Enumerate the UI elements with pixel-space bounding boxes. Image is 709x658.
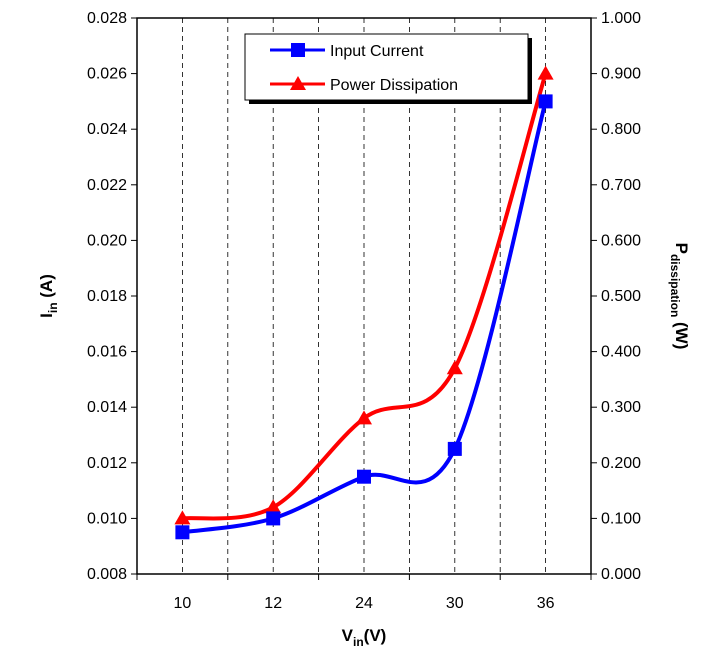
data-point-input-current	[447, 441, 462, 456]
data-point-power-dissipation	[356, 410, 372, 425]
legend-label-power-dissipation: Power Dissipation	[330, 77, 458, 94]
right-tick-label: 0.900	[601, 66, 641, 83]
series-group	[174, 65, 554, 540]
right-axis-title: Pdissipation (W)	[668, 243, 691, 350]
right-tick-label: 0.500	[601, 288, 641, 305]
x-tick-label: 30	[446, 595, 464, 612]
data-point-power-dissipation	[446, 360, 463, 375]
legend-marker-square	[291, 43, 305, 57]
left-tick-label: 0.014	[87, 399, 127, 416]
right-tick-label: 0.200	[601, 455, 641, 472]
left-tick-label: 0.020	[87, 232, 127, 249]
x-tick-label: 10	[174, 595, 192, 612]
data-point-power-dissipation	[174, 510, 191, 525]
right-tick-label: 0.700	[601, 177, 641, 194]
plot-area-border	[136, 17, 592, 575]
legend: Input Current Power Dissipation	[244, 33, 532, 104]
right-tick-label: 0.300	[601, 399, 641, 416]
right-tick-label: 0.100	[601, 510, 641, 527]
right-tick-label: 0.600	[601, 232, 641, 249]
left-tick-label: 0.026	[87, 66, 127, 83]
left-axis-ticks: 0.008 0.010 0.012 0.014 0.016 0.018 0.020 0.022…	[87, 10, 137, 583]
data-point-input-current	[266, 511, 281, 526]
left-tick-label: 0.024	[87, 121, 127, 138]
data-point-power-dissipation	[265, 499, 282, 514]
x-tick-label: 36	[537, 595, 555, 612]
series-line-power-dissipation	[182, 73, 548, 521]
right-tick-label: 0.400	[601, 344, 641, 361]
x-tick-label: 12	[264, 595, 282, 612]
left-tick-label: 0.028	[87, 10, 127, 27]
x-tick-label: 24	[355, 595, 373, 612]
left-tick-label: 0.016	[87, 344, 127, 361]
data-point-input-current	[357, 469, 371, 484]
data-point-input-current	[175, 525, 190, 540]
x-axis-ticks: 10 12 24 30 36	[136, 574, 592, 612]
right-tick-label: 0.800	[601, 121, 641, 138]
right-axis-ticks: 0.000 0.100 0.200 0.300 0.400 0.500 0.600 0.700…	[591, 10, 641, 583]
data-point-input-current	[538, 94, 553, 109]
left-tick-label: 0.008	[87, 566, 127, 583]
left-tick-label: 0.022	[87, 177, 127, 194]
right-tick-label: 1.000	[601, 10, 641, 27]
left-tick-label: 0.012	[87, 455, 127, 472]
legend-marker-triangle	[290, 76, 306, 90]
right-tick-label: 0.000	[601, 566, 641, 583]
data-point-power-dissipation	[537, 65, 554, 80]
series-line-input-current	[182, 100, 548, 535]
left-axis-title: Iin (A)	[37, 274, 60, 318]
legend-label-input-current: Input Current	[330, 43, 424, 60]
left-tick-label: 0.010	[87, 510, 127, 527]
x-axis-title: Vin(V)	[342, 626, 387, 649]
left-tick-label: 0.018	[87, 288, 127, 305]
